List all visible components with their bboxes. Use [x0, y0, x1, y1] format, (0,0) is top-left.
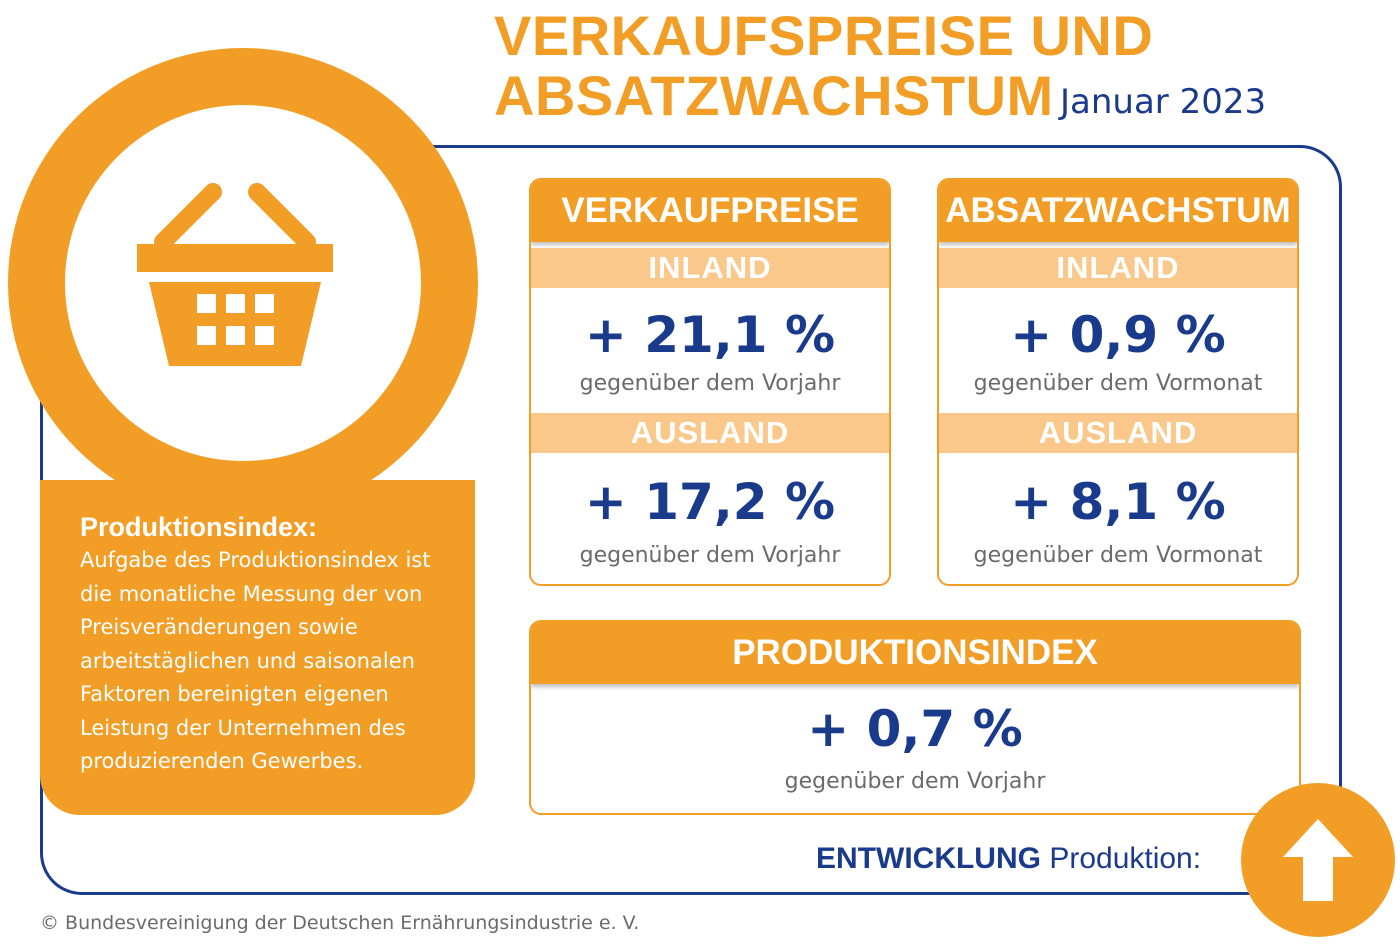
- panel-title: ABSATZWACHSTUM: [939, 180, 1297, 242]
- copyright-footer: © Bundesvereinigung der Deutschen Ernähr…: [40, 912, 640, 934]
- shopping-basket-icon: [137, 183, 333, 366]
- value-inland: + 21,1 %: [584, 306, 836, 364]
- trend-label-rest: Produktion:: [1040, 842, 1202, 875]
- info-description: Produktionsindex: Aufgabe des Produktion…: [80, 510, 460, 779]
- page-title: VERKAUFSPREISE UND ABSATZWACHSTUM: [494, 6, 1153, 126]
- panel-produktionsindex: PRODUKTIONSINDEX + 0,7 % gegenüber dem V…: [529, 620, 1301, 815]
- panel-verkaufspreise: VERKAUFPREISE INLAND + 21,1 % gegenüber …: [529, 178, 891, 586]
- region-label-inland: INLAND: [939, 248, 1297, 288]
- region-label-ausland: AUSLAND: [939, 413, 1297, 453]
- info-text: Aufgabe des Produktionsindex ist die mon…: [80, 548, 431, 773]
- value-produktionsindex: + 0,7 %: [807, 700, 1023, 758]
- trend-label: ENTWICKLUNG Produktion:: [816, 839, 1201, 879]
- value-inland: + 0,9 %: [1010, 306, 1226, 364]
- panel-title: VERKAUFPREISE: [531, 180, 889, 242]
- value-ausland: + 17,2 %: [584, 473, 836, 531]
- value-ausland: + 8,1 %: [1010, 473, 1226, 531]
- note-inland: gegenüber dem Vorjahr: [579, 371, 841, 396]
- title-line-2: ABSATZWACHSTUM: [494, 64, 1054, 127]
- panel-title: PRODUKTIONSINDEX: [531, 622, 1299, 684]
- region-label-ausland: AUSLAND: [531, 413, 889, 453]
- arrow-up-icon: [1283, 819, 1353, 901]
- region-label-inland: INLAND: [531, 248, 889, 288]
- title-line-1: VERKAUFSPREISE UND: [494, 4, 1154, 67]
- note-ausland: gegenüber dem Vorjahr: [579, 543, 841, 568]
- info-box: [40, 480, 475, 815]
- trend-badge: [1241, 783, 1395, 937]
- info-title: Produktionsindex:: [80, 512, 318, 542]
- trend-label-bold: ENTWICKLUNG: [816, 842, 1041, 875]
- note-inland: gegenüber dem Vormonat: [973, 371, 1263, 396]
- note-ausland: gegenüber dem Vormonat: [973, 543, 1263, 568]
- note-produktionsindex: gegenüber dem Vorjahr: [784, 769, 1046, 794]
- panel-absatzwachstum: ABSATZWACHSTUM INLAND + 0,9 % gegenüber …: [937, 178, 1299, 586]
- date-label: Januar 2023: [1060, 82, 1267, 122]
